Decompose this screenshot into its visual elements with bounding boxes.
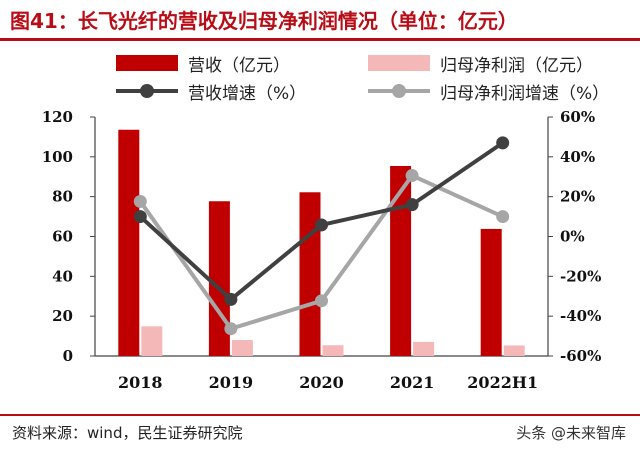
legend-label-profit-growth: 归母净利润增速（%）: [440, 83, 610, 104]
revenue-growth-point: [133, 210, 147, 224]
legend-label-net-profit: 归母净利润（亿元）: [440, 55, 593, 76]
revenue-growth-point: [224, 292, 238, 306]
right-tick-label: -20%: [560, 267, 601, 285]
bar-revenue: [118, 129, 140, 356]
legend-item-revenue: 营收（亿元）: [116, 50, 290, 76]
legend-label-revenue-growth: 营收增速（%）: [188, 83, 307, 104]
right-tick-label: 60%: [560, 108, 595, 126]
profit-growth-point: [496, 210, 510, 224]
chart-title: 图41：长飞光纤的营收及归母净利润情况（单位：亿元）: [10, 9, 518, 33]
chart-plot: 0 20 40 60 80 100 120 -60% -40% -20% 0% 20% 40% 60% 20…: [42, 108, 602, 392]
legend-label-revenue: 营收（亿元）: [188, 55, 290, 76]
legend: 营收（亿元） 归母净利润（亿元） 营收增速（%） 归母净利润增速（%）: [0, 46, 640, 106]
legend-swatch-profit-growth: [368, 83, 430, 99]
profit-growth-point: [315, 294, 328, 308]
legend-item-net-profit: 归母净利润（亿元）: [368, 50, 593, 76]
bar-revenue: [480, 228, 502, 356]
bar-net-profit: [322, 345, 344, 356]
watermark: 头条 @未来智库: [516, 424, 626, 442]
right-tick-label: 40%: [560, 148, 595, 166]
revenue-growth-point: [315, 218, 328, 232]
right-tick-label: -40%: [560, 307, 601, 325]
left-tick-label: 60: [52, 228, 73, 246]
right-tick-label: 0%: [560, 228, 585, 246]
profit-growth-point: [405, 169, 419, 183]
profit-growth-point: [224, 322, 238, 336]
left-tick-label: 80: [52, 188, 73, 206]
legend-swatch-revenue-growth: [116, 83, 178, 99]
title-bar: 图41：长飞光纤的营收及归母净利润情况（单位：亿元）: [0, 0, 640, 41]
bar-net-profit: [231, 340, 253, 356]
x-category-label: 2018: [118, 373, 163, 392]
left-tick-label: 20: [52, 307, 73, 325]
right-tick-label: -60%: [560, 347, 601, 365]
x-category-label: 2020: [299, 373, 344, 392]
left-tick-label: 40: [52, 267, 73, 285]
left-tick-label: 0: [63, 347, 73, 365]
left-tick-label: 120: [42, 108, 73, 126]
bar-net-profit: [503, 345, 525, 356]
revenue-growth-point: [405, 198, 419, 212]
legend-swatch-net-profit: [368, 55, 430, 71]
bar-net-profit: [141, 326, 163, 356]
x-category-label: 2021: [390, 373, 435, 392]
source-note: 资料来源：wind，民生证券研究院: [12, 424, 243, 442]
profit-growth-point: [133, 194, 147, 208]
legend-item-profit-growth: 归母净利润增速（%）: [368, 78, 609, 104]
footer: 资料来源：wind，民生证券研究院 头条 @未来智库: [0, 414, 640, 453]
legend-swatch-revenue: [116, 55, 178, 71]
right-tick-label: 20%: [560, 188, 595, 206]
bar-revenue: [299, 192, 321, 356]
left-tick-label: 100: [42, 148, 73, 166]
x-category-label: 2022H1: [467, 373, 538, 392]
legend-item-revenue-growth: 营收增速（%）: [116, 78, 306, 104]
x-category-label: 2019: [209, 373, 254, 392]
bar-revenue: [390, 165, 412, 356]
bar-net-profit: [413, 341, 435, 356]
revenue-growth-point: [496, 136, 510, 150]
